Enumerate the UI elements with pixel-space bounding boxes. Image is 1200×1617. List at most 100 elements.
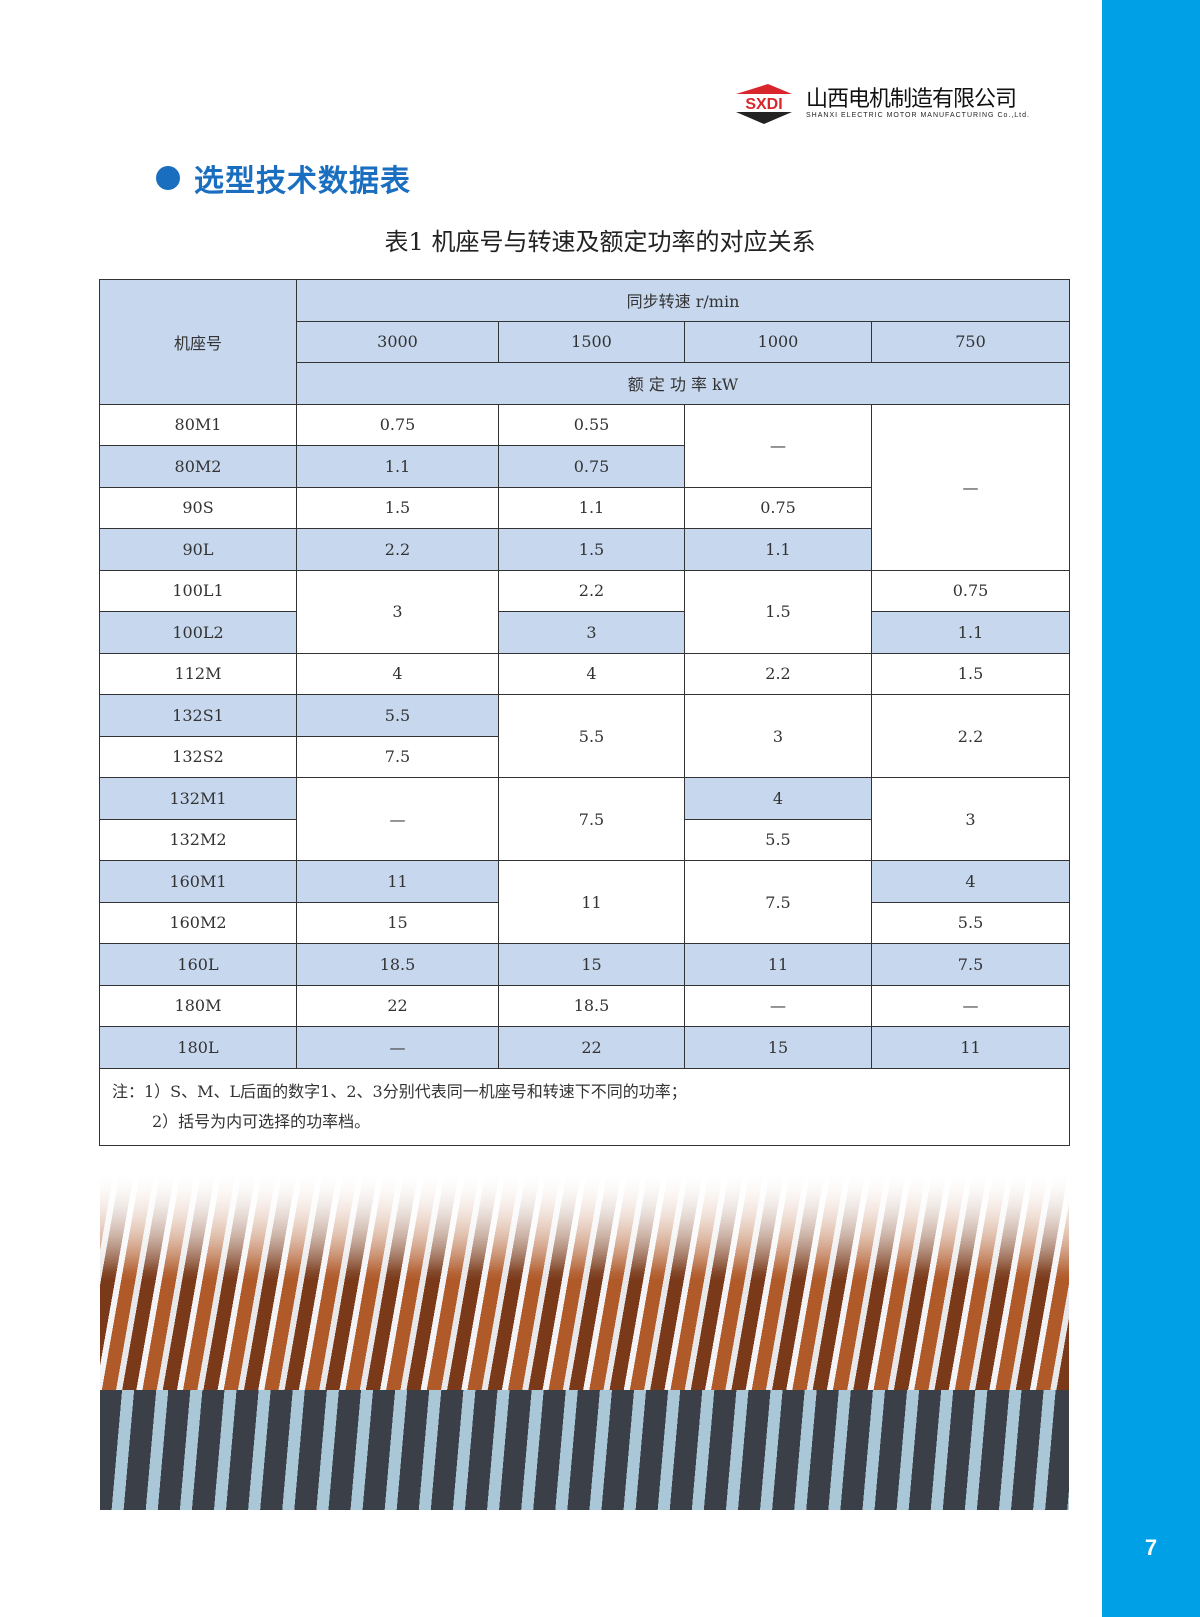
stator-winding-photo bbox=[100, 1170, 1069, 1510]
frame-cell: 160M2 bbox=[99, 901, 297, 944]
power-cell: 1.5 bbox=[684, 569, 872, 654]
frame-cell: 80M1 bbox=[99, 403, 297, 446]
speed-cell: 1500 bbox=[498, 320, 685, 363]
power-cell: 5.5 bbox=[498, 694, 685, 778]
frame-cell: 100L2 bbox=[99, 611, 297, 654]
frame-cell: 160M1 bbox=[99, 860, 297, 903]
power-cell: 15 bbox=[684, 1026, 872, 1069]
power-cell: 18.5 bbox=[296, 943, 499, 986]
table-row: 80M1 0.75 0.55— — bbox=[99, 403, 1071, 571]
page-number: 7 bbox=[1144, 1535, 1158, 1560]
power-cell: 5.5 bbox=[870, 901, 1071, 944]
power-cell: 4 bbox=[870, 860, 1071, 903]
table-row: 112M 4 4 2.2 1.5 bbox=[99, 652, 1071, 695]
speed-cell: 750 bbox=[870, 320, 1071, 363]
power-cell: 3 bbox=[498, 611, 685, 654]
power-cell: 2.2 bbox=[684, 652, 872, 695]
power-cell: 2.2 bbox=[498, 569, 685, 612]
side-color-bar bbox=[1102, 0, 1200, 1617]
power-cell: 3 bbox=[684, 694, 872, 778]
power-cell: 18.5 bbox=[498, 984, 685, 1027]
notes-cell: 注：1）S、M、L后面的数字1、2、3分别代表同一机座号和转速下不同的功率； 2）… bbox=[98, 1067, 1071, 1146]
sxdi-logo-icon: SXDI bbox=[736, 84, 792, 124]
table-row: 90S 1.5 1.1 0.75 bbox=[99, 486, 1070, 529]
power-cell: 0.75 bbox=[684, 486, 872, 529]
power-cell: 5.5 bbox=[296, 694, 499, 737]
power-cell: 4 bbox=[498, 652, 685, 695]
speed-cell: 1000 bbox=[684, 320, 872, 363]
power-cell: 1.1 bbox=[498, 486, 685, 529]
frame-cell: 90L bbox=[99, 528, 297, 571]
power-header: 额 定 功 率 kW bbox=[295, 362, 1071, 405]
table-row: 180M 22 18.5— — bbox=[99, 984, 1071, 1027]
speed-row: 3000 1500 1000 750 bbox=[100, 320, 1071, 363]
table-row: 180L —22 15 11 bbox=[99, 1026, 1071, 1069]
power-cell: 1.5 bbox=[296, 486, 499, 529]
speed-header: 同步转速 r/min bbox=[295, 279, 1071, 322]
power-cell: 22 bbox=[296, 984, 499, 1027]
power-cell: — bbox=[684, 403, 872, 488]
speed-cell: 3000 bbox=[296, 320, 499, 363]
header-row: 机座号 同步转速 r/min bbox=[99, 279, 1071, 405]
power-cell: 15 bbox=[498, 943, 685, 986]
section-heading: 选型技术数据表 bbox=[156, 156, 411, 200]
frame-cell: 100L1 bbox=[99, 569, 297, 612]
table-row: 80M2 1.1 0.75 bbox=[99, 445, 1070, 488]
table-row: 160M2 15 5.5 bbox=[99, 901, 1071, 944]
svg-text:SXDI: SXDI bbox=[745, 96, 782, 113]
power-cell: — bbox=[296, 1026, 499, 1069]
table-row: 100L1 3 2.2 1.5 0.75 bbox=[99, 569, 1071, 654]
power-header-row: 额 定 功 率 kW bbox=[100, 362, 1071, 405]
table-row: 132S2 7.5 bbox=[99, 735, 1070, 778]
frame-cell: 160L bbox=[99, 943, 297, 986]
frame-cell: 132M2 bbox=[99, 818, 297, 861]
power-cell: 11 bbox=[870, 1026, 1071, 1069]
notes-row: 注：1）S、M、L后面的数字1、2、3分别代表同一机座号和转速下不同的功率； 2）… bbox=[98, 1067, 1071, 1146]
power-cell: 1.1 bbox=[870, 611, 1071, 654]
power-cell: 22 bbox=[498, 1026, 685, 1069]
table-row: 160M1 11 11 7.5 4 bbox=[99, 860, 1071, 944]
power-cell: 1.1 bbox=[684, 528, 872, 571]
company-logo: SXDI 山西电机制造有限公司 SHANXI ELECTRIC MOTOR MA… bbox=[728, 82, 1030, 124]
section-title: 选型技术数据表 bbox=[194, 164, 411, 199]
power-cell: 2.2 bbox=[296, 528, 499, 571]
power-cell: 1.1 bbox=[296, 445, 499, 488]
power-cell: 15 bbox=[296, 901, 499, 944]
power-cell: 4 bbox=[296, 652, 499, 695]
company-name-en: SHANXI ELECTRIC MOTOR MANUFACTURING Co.,… bbox=[806, 111, 1030, 119]
power-cell: 5.5 bbox=[684, 818, 872, 861]
bullet-icon bbox=[156, 166, 180, 190]
frame-header: 机座号 bbox=[99, 279, 297, 405]
power-cell: 7.5 bbox=[296, 735, 499, 778]
frame-cell: 80M2 bbox=[99, 445, 297, 488]
power-cell: 1.5 bbox=[498, 528, 685, 571]
power-cell: — bbox=[870, 403, 1071, 571]
power-cell: — bbox=[870, 984, 1071, 1027]
power-cell: 1.5 bbox=[870, 652, 1071, 695]
power-cell: 7.5 bbox=[498, 777, 685, 861]
frame-cell: 132M1 bbox=[99, 777, 297, 820]
power-cell: — bbox=[684, 984, 872, 1027]
frame-cell: 180L bbox=[99, 1026, 297, 1069]
table-row: 160L 18.5 15 11 7.5 bbox=[99, 943, 1071, 986]
table-row: 90L 2.2 1.5 1.1 bbox=[99, 528, 1070, 571]
frame-cell: 90S bbox=[99, 486, 297, 529]
frame-cell: 112M bbox=[99, 652, 297, 695]
power-cell: 3 bbox=[870, 777, 1071, 861]
frame-cell: 132S2 bbox=[99, 735, 297, 778]
table-row: 132M1—7.5 4 3 bbox=[99, 777, 1071, 861]
power-cell: 0.75 bbox=[870, 569, 1071, 612]
company-name-cn: 山西电机制造有限公司 bbox=[806, 86, 1017, 112]
power-cell: 2.2 bbox=[870, 694, 1071, 778]
power-cell: 7.5 bbox=[870, 943, 1071, 986]
spec-table: 机座号 同步转速 r/min 3000 1500 1000 750 额 定 功 … bbox=[98, 279, 1071, 1146]
power-cell: 11 bbox=[684, 943, 872, 986]
stator-slots bbox=[100, 1390, 1069, 1510]
note-line: 2）括号为内可选择的功率档。 bbox=[152, 1111, 371, 1131]
table-row: 132S1 5.5 5.5 3 2.2 bbox=[99, 694, 1071, 778]
power-cell: 0.75 bbox=[498, 445, 685, 488]
power-cell: 7.5 bbox=[684, 860, 872, 944]
power-cell: 11 bbox=[296, 860, 499, 903]
power-cell: 11 bbox=[498, 860, 685, 944]
power-cell: 3 bbox=[296, 569, 499, 654]
